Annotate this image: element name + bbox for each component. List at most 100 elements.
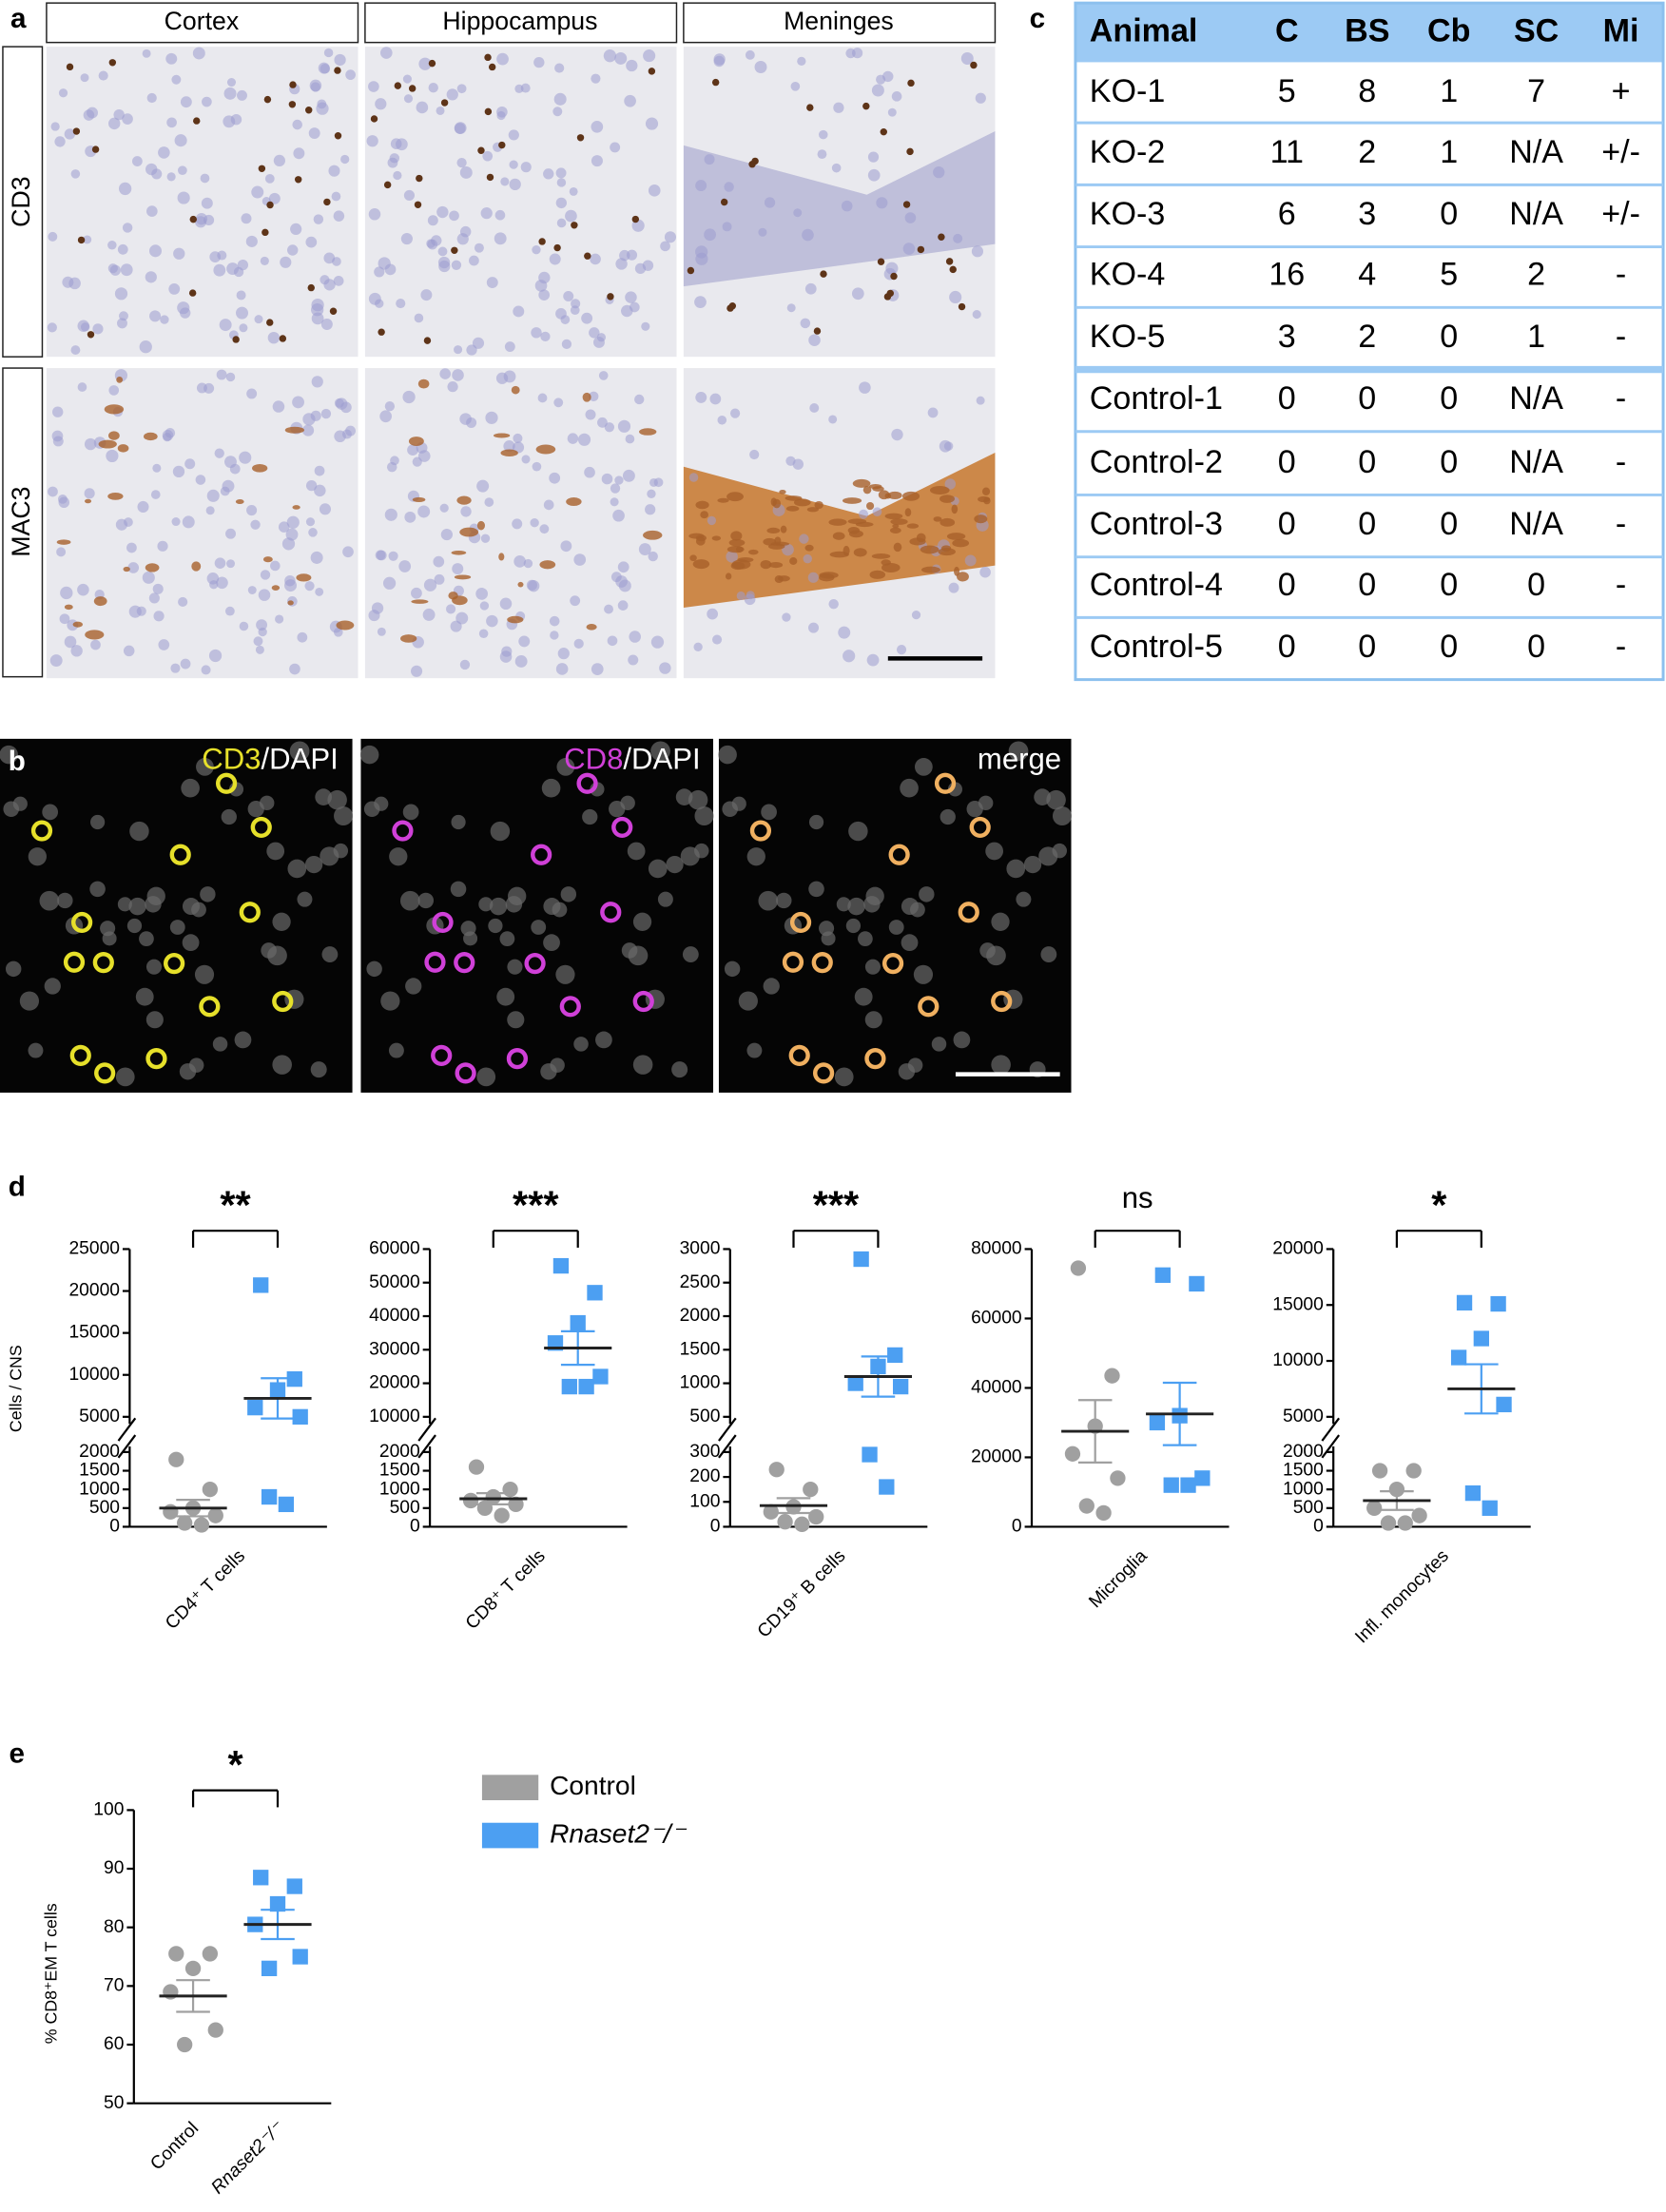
stained-cell <box>865 501 875 511</box>
nucleus <box>591 120 604 133</box>
nucleus <box>439 503 449 513</box>
stained-cell <box>284 426 305 434</box>
nucleus <box>256 619 268 631</box>
nucleus <box>976 396 985 405</box>
table-cell: 0 <box>1358 629 1376 665</box>
nucleus <box>221 808 237 825</box>
nucleus <box>293 147 305 160</box>
nucleus <box>617 561 630 573</box>
stained-cell <box>832 532 845 540</box>
nucleus <box>911 610 921 620</box>
stained-cell <box>847 518 867 525</box>
nucleus <box>460 506 472 517</box>
nucleus <box>718 745 737 765</box>
table-cell: 0 <box>1278 380 1296 417</box>
nucleus <box>272 1055 292 1075</box>
stained-cell <box>394 82 402 89</box>
nucleus <box>761 804 777 821</box>
stained-cell <box>643 530 663 540</box>
table-cell: 0 <box>1358 567 1376 603</box>
labeled-cell <box>969 816 991 839</box>
y-tick-label: 5000 <box>79 1407 120 1426</box>
stained-cell <box>853 548 867 557</box>
stained-cell <box>970 61 978 69</box>
data-point <box>578 1378 594 1395</box>
stained-cell <box>766 527 781 534</box>
nucleus <box>859 381 871 394</box>
stained-cell <box>949 265 957 274</box>
nucleus <box>165 52 178 65</box>
nucleus <box>797 56 806 67</box>
labeled-cell <box>991 990 1013 1013</box>
data-point <box>1411 1507 1427 1523</box>
labeled-cell <box>392 820 414 842</box>
table-cell: 0 <box>1278 444 1296 480</box>
data-point <box>269 1895 286 1912</box>
nucleus <box>902 243 916 255</box>
nucleus <box>507 959 523 975</box>
nucleus <box>746 1042 763 1058</box>
nucleus <box>563 290 574 301</box>
stained-cell <box>842 497 862 504</box>
data-point <box>163 1504 179 1520</box>
stained-cell <box>728 538 746 547</box>
stained-cell <box>498 553 505 561</box>
nucleus <box>567 433 579 444</box>
nucleus <box>1008 741 1029 762</box>
axis-break <box>417 1434 436 1459</box>
nucleus <box>48 486 58 497</box>
y-tick-label: 20000 <box>369 1373 420 1393</box>
labeled-cell <box>611 816 633 839</box>
nucleus <box>919 886 935 902</box>
stained-cell <box>906 147 914 156</box>
stained-cell <box>571 222 578 229</box>
table-cell: N/A <box>1509 444 1563 480</box>
nucleus <box>368 81 379 92</box>
nucleus <box>239 451 252 464</box>
nucleus <box>509 178 521 191</box>
stained-cell <box>952 538 970 548</box>
data-point <box>207 2022 223 2038</box>
nucleus <box>420 289 433 301</box>
stained-cell <box>476 520 485 531</box>
nucleus <box>275 614 284 624</box>
nucleus <box>400 233 413 245</box>
nucleus <box>311 298 324 312</box>
stained-cell <box>907 79 915 87</box>
stained-cell <box>887 491 902 500</box>
stained-cell <box>117 444 129 453</box>
nucleus <box>327 789 347 810</box>
stained-cell <box>819 572 835 582</box>
nucleus <box>292 396 304 409</box>
nucleus <box>688 789 708 810</box>
x-axis-label: Microglia <box>1085 1546 1152 1613</box>
nucleus <box>478 897 494 912</box>
labeled-cell <box>424 951 446 973</box>
nucleus <box>181 778 200 798</box>
nucleus <box>939 439 952 453</box>
significance: * <box>1431 1182 1447 1227</box>
nucleus <box>503 440 515 453</box>
data-point <box>808 1508 824 1525</box>
nucleus <box>836 897 851 912</box>
channel-label: CD8/DAPI <box>564 743 701 776</box>
nucleus <box>891 91 902 102</box>
stained-cell <box>370 115 378 123</box>
nucleus <box>456 158 467 168</box>
nucleus <box>944 478 957 490</box>
stained-cell <box>711 78 720 87</box>
table-cell: 6 <box>1278 196 1296 232</box>
labeled-cell <box>30 820 53 842</box>
nucleus <box>308 528 318 537</box>
stained-cell <box>772 498 782 509</box>
nucleus <box>114 287 128 301</box>
nucleus <box>736 591 746 601</box>
x-axis-label: Infl. monocytes <box>1352 1546 1453 1647</box>
data-point <box>1064 1446 1081 1462</box>
nucleus <box>98 70 108 81</box>
nucleus <box>180 658 191 669</box>
stained-cell <box>760 559 772 570</box>
nucleus <box>573 1037 589 1052</box>
data-point <box>168 1451 184 1467</box>
nucleus <box>208 649 223 663</box>
